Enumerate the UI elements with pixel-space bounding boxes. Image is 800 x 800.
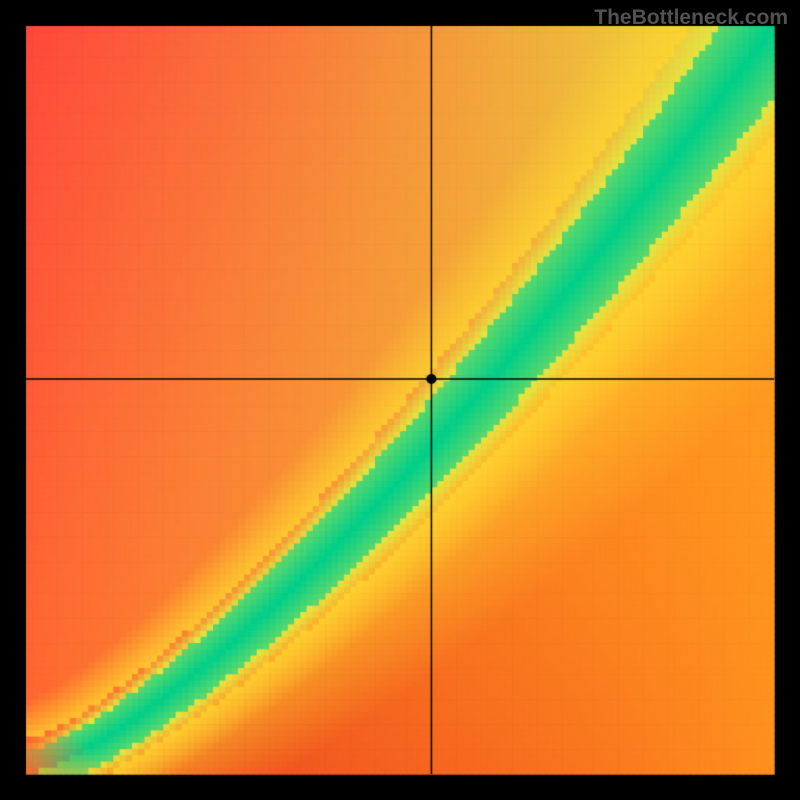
attribution-text: TheBottleneck.com (594, 6, 788, 30)
chart-container: TheBottleneck.com (0, 0, 800, 800)
bottleneck-heatmap (0, 0, 800, 800)
